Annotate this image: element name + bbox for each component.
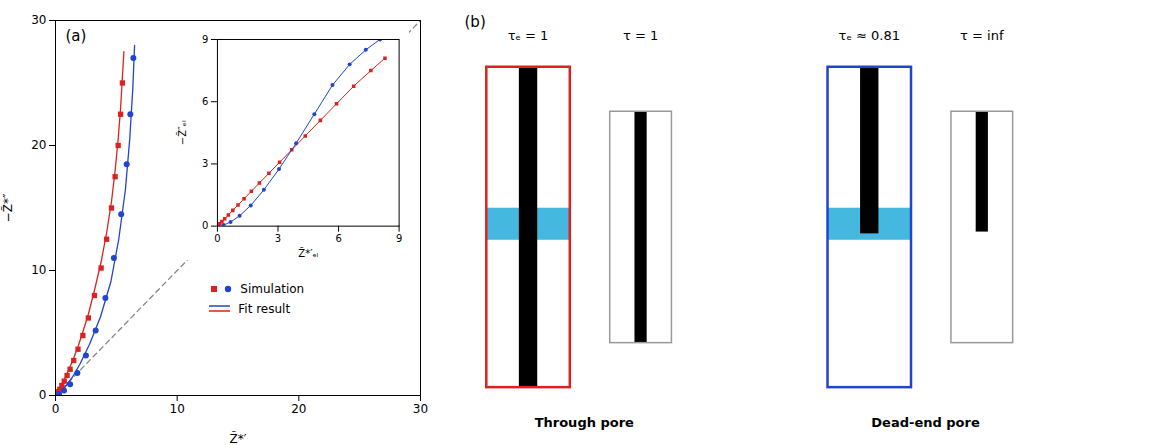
svg-text:30: 30	[31, 13, 46, 27]
svg-text:10: 10	[170, 402, 185, 416]
svg-text:20: 20	[291, 402, 306, 416]
svg-text:−Z̃*″: −Z̃*″	[1, 193, 15, 222]
html-text:Simulation: Simulation	[240, 281, 305, 296]
html-text:Fit result: Fit result	[238, 301, 291, 316]
svg-text:9: 9	[203, 34, 209, 45]
svg-text:−Z̃″ₑₗ: −Z̃″ₑₗ	[176, 120, 188, 145]
svg-text:τ = 1: τ = 1	[623, 28, 658, 43]
svg-text:3: 3	[275, 233, 281, 244]
svg-text:0: 0	[39, 388, 47, 402]
svg-text:3: 3	[203, 158, 209, 169]
svg-text:10: 10	[31, 263, 46, 277]
svg-text:Through pore: Through pore	[535, 415, 634, 430]
svg-text:τₑ = 1: τₑ = 1	[508, 28, 549, 43]
svg-text:0: 0	[215, 233, 221, 244]
svg-text:6: 6	[203, 96, 209, 107]
svg-text:(a): (a)	[66, 27, 87, 45]
svg-text:6: 6	[336, 233, 342, 244]
svg-text:30: 30	[413, 402, 428, 416]
svg-text:τₑ ≈ 0.81: τₑ ≈ 0.81	[839, 28, 900, 43]
svg-text:τ = inf: τ = inf	[960, 28, 1004, 43]
svg-text:Dead-end pore: Dead-end pore	[871, 415, 980, 430]
svg-text:9: 9	[396, 233, 402, 244]
svg-text:0: 0	[203, 221, 209, 232]
svg-text:20: 20	[31, 138, 46, 152]
svg-text:Z̃*′: Z̃*′	[230, 431, 247, 445]
svg-text:0: 0	[52, 402, 60, 416]
svg-text:Z̃*′ₑₗ: Z̃*′ₑₗ	[299, 248, 319, 260]
svg-text:(b): (b)	[465, 13, 486, 31]
